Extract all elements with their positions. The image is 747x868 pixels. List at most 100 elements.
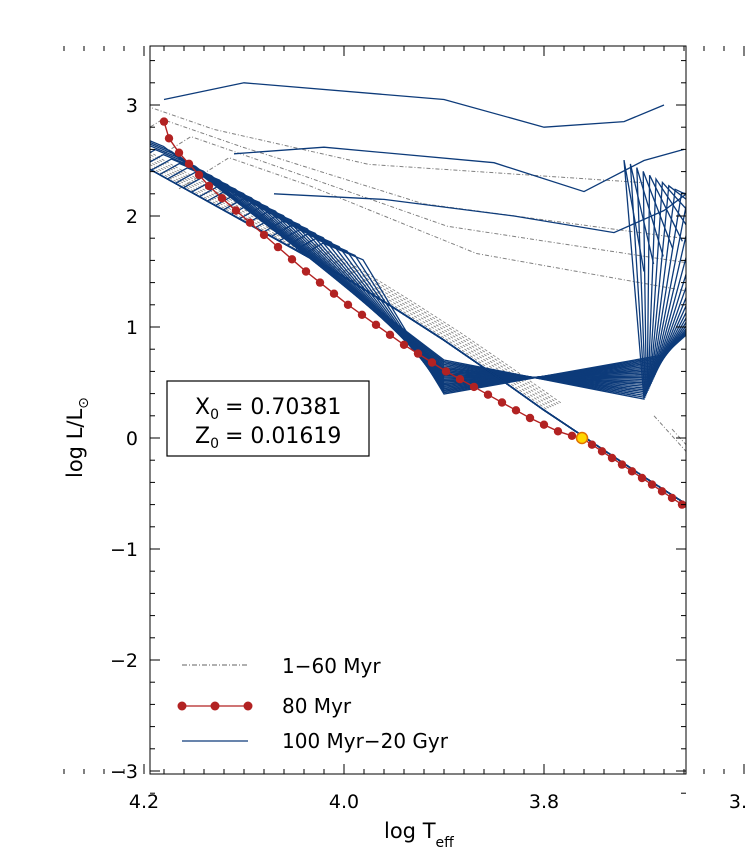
isochrone-80-myr-point — [315, 278, 325, 287]
legend-80myr-dot — [177, 701, 187, 711]
isochrone-80-myr-point — [427, 358, 437, 367]
isochrone-80-myr-point — [245, 218, 255, 227]
legend-old-label: 100 Myr−20 Gyr — [282, 729, 449, 753]
young-track — [178, 157, 686, 292]
young-track — [150, 161, 552, 408]
sun-position-marker — [575, 431, 589, 445]
old-isochrone-loop — [273, 193, 686, 234]
isochrone-80-myr-point — [627, 467, 637, 476]
isochrone-80-myr-point — [371, 320, 381, 329]
young-track — [653, 415, 686, 453]
legend-80myr-label: 80 Myr — [282, 694, 352, 718]
isochrone-80-myr-point — [607, 453, 617, 463]
isochrone-80-myr-point — [259, 230, 269, 240]
young-track — [150, 154, 559, 405]
isochrone-80-myr-point — [597, 447, 607, 456]
y-tick-label: 3 — [126, 95, 138, 117]
z0-subscript: 0 — [210, 436, 219, 452]
isochrone-80-myr-point — [469, 382, 479, 392]
x0-subscript: 0 — [210, 407, 219, 423]
x-tick-label: 4.0 — [329, 791, 359, 813]
x-axis-title: log Teff — [384, 819, 454, 851]
legend-young-label: 1−60 Myr — [282, 654, 381, 678]
isochrone-80-myr-point — [667, 493, 677, 503]
isochrone-80-myr — [159, 117, 746, 550]
isochrone-80-myr-point — [441, 367, 451, 376]
isochrone-80-myr-point — [617, 460, 627, 469]
isochrone-80-myr-point — [587, 440, 597, 449]
isochrone-80-myr-point — [497, 398, 507, 407]
isochrone-80-myr-point — [164, 134, 174, 143]
x0-symbol: X — [195, 395, 210, 420]
isochrone-80-myr-point — [357, 310, 367, 319]
x-tick-label: 3.8 — [529, 791, 559, 813]
legend-80myr-dot — [210, 701, 220, 711]
isochrone-80-myr-point — [539, 420, 549, 429]
isochrone-80-myr-point — [738, 542, 746, 550]
isochrone-80-myr-point — [718, 527, 726, 535]
young-track — [726, 469, 747, 607]
isochrone-80-myr-point — [159, 117, 169, 126]
y-tick-label: 0 — [126, 428, 138, 450]
isochrone-80-myr-point — [657, 487, 667, 496]
y-axis-title: log L/L⊙ — [63, 397, 92, 478]
legend-80myr-dot — [243, 701, 253, 711]
z0-value: = 0.01619 — [225, 424, 341, 449]
y-tick-label: 2 — [126, 206, 138, 228]
isochrone-80-myr-point — [553, 427, 563, 436]
young-track — [150, 164, 550, 409]
isochrone-80-myr-point — [217, 194, 227, 203]
composition-box: X0 = 0.70381 Z0 = 0.01619 — [166, 380, 370, 457]
y-tick-label: 1 — [126, 317, 138, 339]
isochrone-80-myr-point — [698, 514, 706, 522]
isochrone-80-myr-point — [287, 255, 297, 264]
plot-frame — [149, 45, 687, 775]
isochrone-80-myr-point — [301, 267, 311, 276]
young-track — [150, 166, 547, 410]
isochrone-80-myr-point — [413, 349, 423, 358]
isochrone-80-myr-point — [273, 242, 283, 252]
x-axis-title-main: log T — [384, 819, 436, 843]
legend: 1−60 Myr 80 Myr 100 Myr−20 Gyr — [177, 654, 449, 753]
sun-marker — [575, 431, 589, 445]
y-tick-label: −3 — [110, 761, 138, 783]
x-tick-label: 3.6 — [729, 791, 747, 813]
isochrone-80-myr-point — [511, 406, 521, 415]
z0-symbol: Z — [195, 424, 210, 449]
isochrone-80-myr-point — [399, 340, 409, 349]
young-track — [150, 156, 557, 406]
svg-text:Z0= 0.01619: Z0 = 0.01619 — [195, 424, 341, 452]
isochrone-80-myr-point — [174, 148, 184, 157]
young-track — [150, 159, 554, 407]
axis-ticks: 4.2 4.0 3.8 3.6 3 2 1 0 −1 −2 −3 — [63, 46, 747, 813]
y-axis-title-sub: ⊙ — [76, 397, 92, 409]
isochrone-80-myr-point — [637, 473, 647, 483]
old-isochrone-loop — [163, 82, 665, 128]
isochrone-80-myr-point — [184, 159, 194, 168]
isochrone-80-myr-point — [483, 390, 493, 399]
x-tick-label: 4.2 — [129, 791, 159, 813]
isochrone-80-myr-point — [194, 170, 204, 180]
y-tick-label: −1 — [110, 539, 138, 561]
young-track — [708, 456, 747, 593]
isochrone-80-myr-point — [728, 534, 736, 542]
isochrone-80-myr-point — [204, 181, 214, 191]
isochrone-80-myr-point — [525, 413, 535, 423]
isochrone-80-myr-point — [647, 480, 657, 489]
isochrone-80-myr-point — [385, 330, 395, 339]
svg-text:X0= 0.70381: X0 = 0.70381 — [195, 395, 341, 423]
isochrone-80-myr-point — [231, 206, 241, 215]
isochrone-80-myr-point — [708, 520, 716, 528]
young-track — [671, 428, 686, 446]
isochrone-80-myr-point — [455, 375, 465, 384]
old-isochrone — [301, 242, 686, 505]
young-track — [690, 442, 747, 578]
isochrone-80-myr-point — [688, 507, 696, 515]
isochrone-80-myr-point — [567, 431, 577, 440]
young-track — [150, 151, 562, 404]
old-isochrone-loop — [233, 146, 685, 193]
y-tick-label: −2 — [110, 650, 138, 672]
isochrone-80-myr-point — [329, 289, 339, 298]
y-axis-title-main: log L/L — [63, 409, 87, 478]
